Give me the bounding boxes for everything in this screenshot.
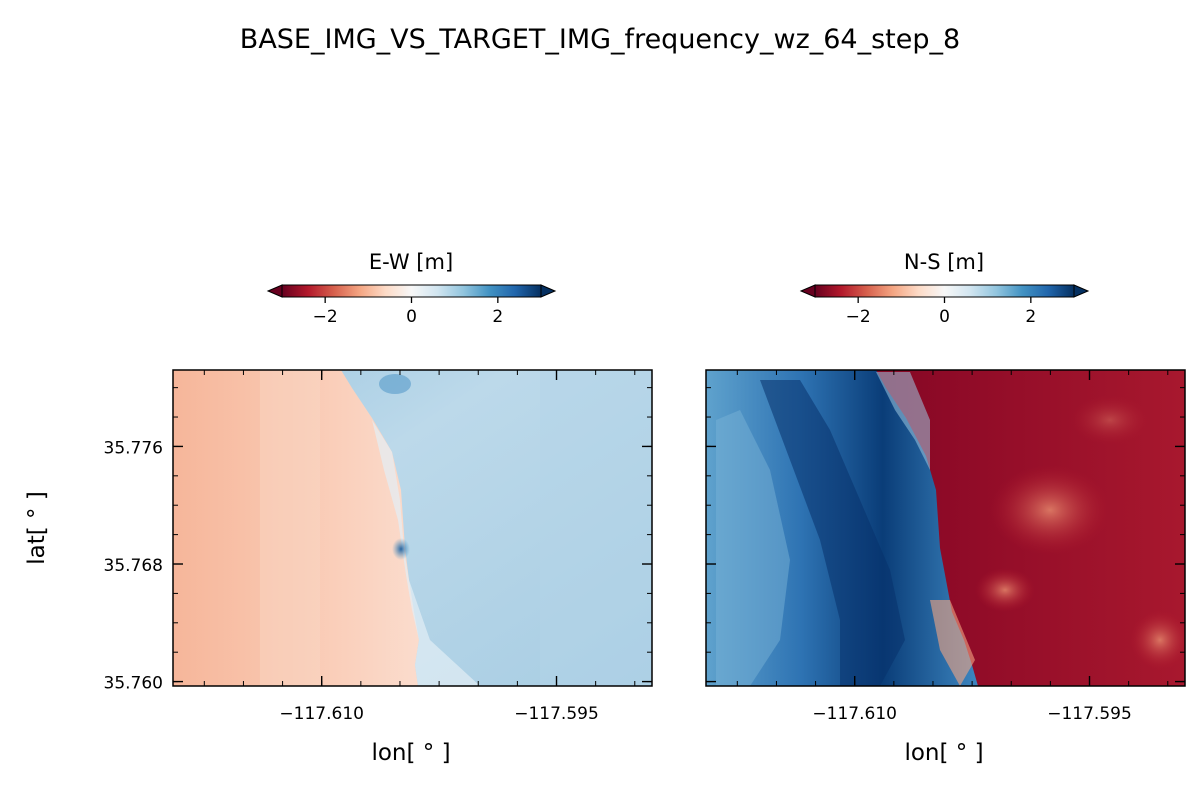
colorbar-tick-label: −2	[846, 307, 871, 327]
right-colorbar-extend-low	[799, 284, 816, 298]
x-tick-label: −117.610	[279, 704, 364, 724]
left-y-axis-label: lat[ ° ]	[24, 491, 50, 565]
y-tick-label: 35.760	[104, 674, 163, 694]
left-panel: E-W [m] −2 0 2 −117.610 −117.595 35.760 35.76…	[24, 250, 653, 766]
colorbar-tick-label: 0	[406, 307, 417, 327]
left-axis-ticks: −117.610 −117.595 35.760 35.768 35.776	[104, 370, 652, 724]
right-axis-ticks: −117.610 −117.595	[706, 370, 1185, 724]
colorbar-tick-label: 2	[1025, 307, 1036, 327]
figure-title: BASE_IMG_VS_TARGET_IMG_frequency_wz_64_s…	[240, 24, 960, 55]
colorbar-tick-label: 0	[939, 307, 950, 327]
right-x-axis-label: lon[ ° ]	[904, 740, 983, 766]
y-tick-label: 35.776	[104, 438, 163, 458]
colorbar-tick-label: −2	[313, 307, 338, 327]
right-colorbar-gradient	[814, 284, 1075, 298]
right-colorbar-label: N-S [m]	[904, 250, 984, 274]
left-colorbar-extend-low	[266, 284, 283, 298]
left-colorbar-ticks: −2 0 2	[313, 297, 503, 327]
y-tick-label: 35.768	[104, 556, 163, 576]
x-tick-label: −117.610	[812, 704, 897, 724]
left-colorbar	[266, 284, 557, 298]
left-heatmap	[172, 369, 653, 687]
left-colorbar-gradient	[281, 284, 542, 298]
x-tick-label: −117.595	[514, 704, 599, 724]
colorbar-tick-label: 2	[492, 307, 503, 327]
left-colorbar-extend-high	[540, 284, 557, 298]
right-colorbar	[799, 284, 1090, 298]
left-colorbar-label: E-W [m]	[369, 250, 453, 274]
left-x-axis-label: lon[ ° ]	[371, 740, 450, 766]
right-axes-frame	[705, 369, 1186, 687]
x-tick-label: −117.595	[1047, 704, 1132, 724]
right-colorbar-ticks: −2 0 2	[846, 297, 1036, 327]
right-panel: N-S [m] −2 0 2 −117.610 −117.595	[705, 250, 1186, 766]
right-heatmap	[705, 369, 1186, 687]
left-axes-frame	[172, 369, 653, 687]
right-colorbar-extend-high	[1073, 284, 1090, 298]
